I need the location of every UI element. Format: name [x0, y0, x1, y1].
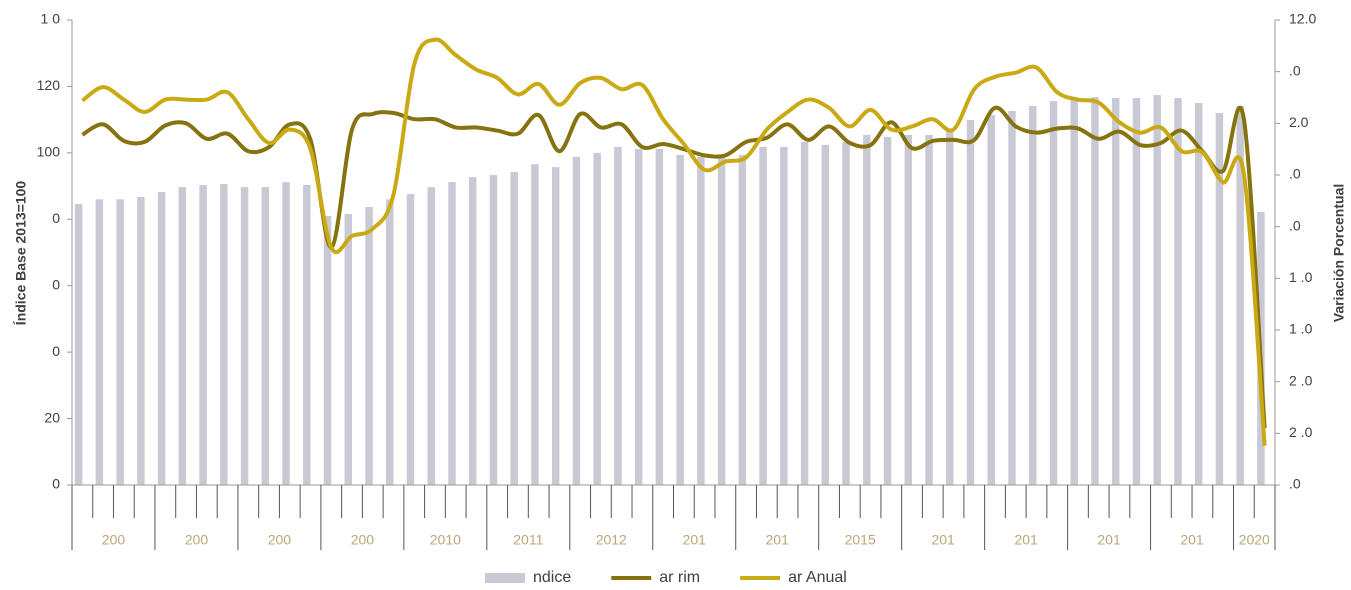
bar: [676, 154, 684, 485]
y-tick-label: 1 0: [41, 11, 61, 27]
bar: [406, 194, 415, 486]
x-group-label: 2011: [513, 532, 543, 548]
bar: [1153, 95, 1161, 486]
bar: [323, 215, 332, 485]
x-group-label: 201: [1014, 532, 1038, 548]
bar: [1091, 97, 1099, 486]
bar: [593, 152, 601, 485]
bar: [157, 192, 166, 486]
bar: [800, 141, 809, 485]
x-group-label: 200: [102, 532, 126, 548]
bar: [365, 206, 373, 485]
bar: [738, 154, 747, 485]
bar: [697, 156, 705, 486]
bar: [1029, 106, 1037, 486]
bar: [1049, 101, 1058, 486]
bar: [551, 167, 560, 485]
bar: [468, 177, 477, 485]
bar: [261, 187, 270, 485]
bar: [510, 172, 518, 485]
x-group-label: 2012: [596, 532, 627, 548]
y2-tick-label: 2 .0: [1289, 424, 1313, 440]
x-group-label: 201: [1180, 532, 1204, 548]
bar: [925, 134, 933, 485]
bar: [842, 141, 850, 485]
y-tick-label: 0: [52, 210, 60, 226]
y2-tick-label: 12.0: [1289, 11, 1316, 27]
bar: [863, 134, 871, 485]
bar: [1111, 98, 1120, 485]
y2-tick-label: .0: [1289, 166, 1301, 182]
bar: [220, 184, 228, 486]
bar: [904, 134, 913, 485]
bar: [966, 119, 975, 485]
x-group-label: 201: [1097, 532, 1121, 548]
y-tick-label: 0: [52, 276, 60, 292]
bar: [634, 148, 643, 485]
y2-tick-label: .0: [1289, 476, 1301, 492]
y2-tick-label: .0: [1289, 62, 1301, 78]
bar: [1132, 98, 1141, 485]
bar: [1215, 113, 1224, 485]
bar: [1194, 103, 1203, 486]
bar: [1174, 98, 1182, 485]
line: [81, 105, 1267, 429]
bar: [489, 175, 498, 485]
x-group-label: 201: [683, 532, 707, 548]
bar: [344, 213, 353, 485]
bar: [427, 187, 435, 485]
x-group-label: 200: [185, 532, 209, 548]
y-tick-label: 0: [52, 476, 60, 492]
legend-label: ndice: [533, 569, 571, 586]
x-group-label: 201: [931, 532, 955, 548]
bar: [946, 130, 954, 485]
x-group-label: 2015: [845, 532, 876, 548]
bar: [987, 114, 995, 485]
bar: [655, 148, 664, 485]
bar: [137, 197, 145, 485]
bar: [282, 182, 290, 486]
bar: [780, 146, 788, 485]
y-tick-label: 20: [44, 409, 60, 425]
legend-label: ar rim: [659, 569, 700, 586]
y2-tick-label: 1 .0: [1289, 321, 1313, 337]
bar: [116, 199, 124, 485]
y-tick-label: 100: [37, 144, 61, 160]
bar: [531, 164, 539, 485]
y2-tick-label: 2.0: [1289, 114, 1309, 130]
x-group-label: 2020: [1239, 532, 1270, 548]
y2-tick-label: 2 .0: [1289, 372, 1313, 388]
y-axis-title: Índice Base 2013=100: [13, 181, 29, 326]
bar: [1070, 99, 1078, 486]
bar: [74, 204, 83, 485]
y2-axis-title: Variación Porcentual: [1331, 184, 1347, 323]
legend-swatch: [485, 573, 525, 583]
bar: [717, 154, 726, 485]
bar: [1236, 106, 1244, 486]
bar: [303, 185, 311, 485]
y2-tick-label: 1 .0: [1289, 269, 1313, 285]
x-group-label: 2010: [430, 532, 461, 548]
y2-tick-label: .0: [1289, 217, 1301, 233]
bar: [572, 156, 581, 486]
x-group-label: 200: [268, 532, 292, 548]
x-group-label: 201: [766, 532, 790, 548]
y-tick-label: 120: [37, 77, 61, 93]
bar: [448, 182, 456, 486]
legend-label: ar Anual: [788, 569, 847, 586]
line: [81, 37, 1267, 446]
y-tick-label: 0: [52, 343, 60, 359]
bar: [178, 187, 187, 485]
x-group-label: 200: [351, 532, 375, 548]
bar: [614, 146, 622, 485]
bar: [386, 199, 394, 485]
bar: [759, 146, 767, 485]
bar: [821, 144, 830, 485]
bar: [240, 187, 249, 485]
bar: [95, 199, 104, 485]
bar: [883, 136, 892, 485]
bar: [1008, 111, 1016, 485]
bar: [199, 185, 207, 485]
